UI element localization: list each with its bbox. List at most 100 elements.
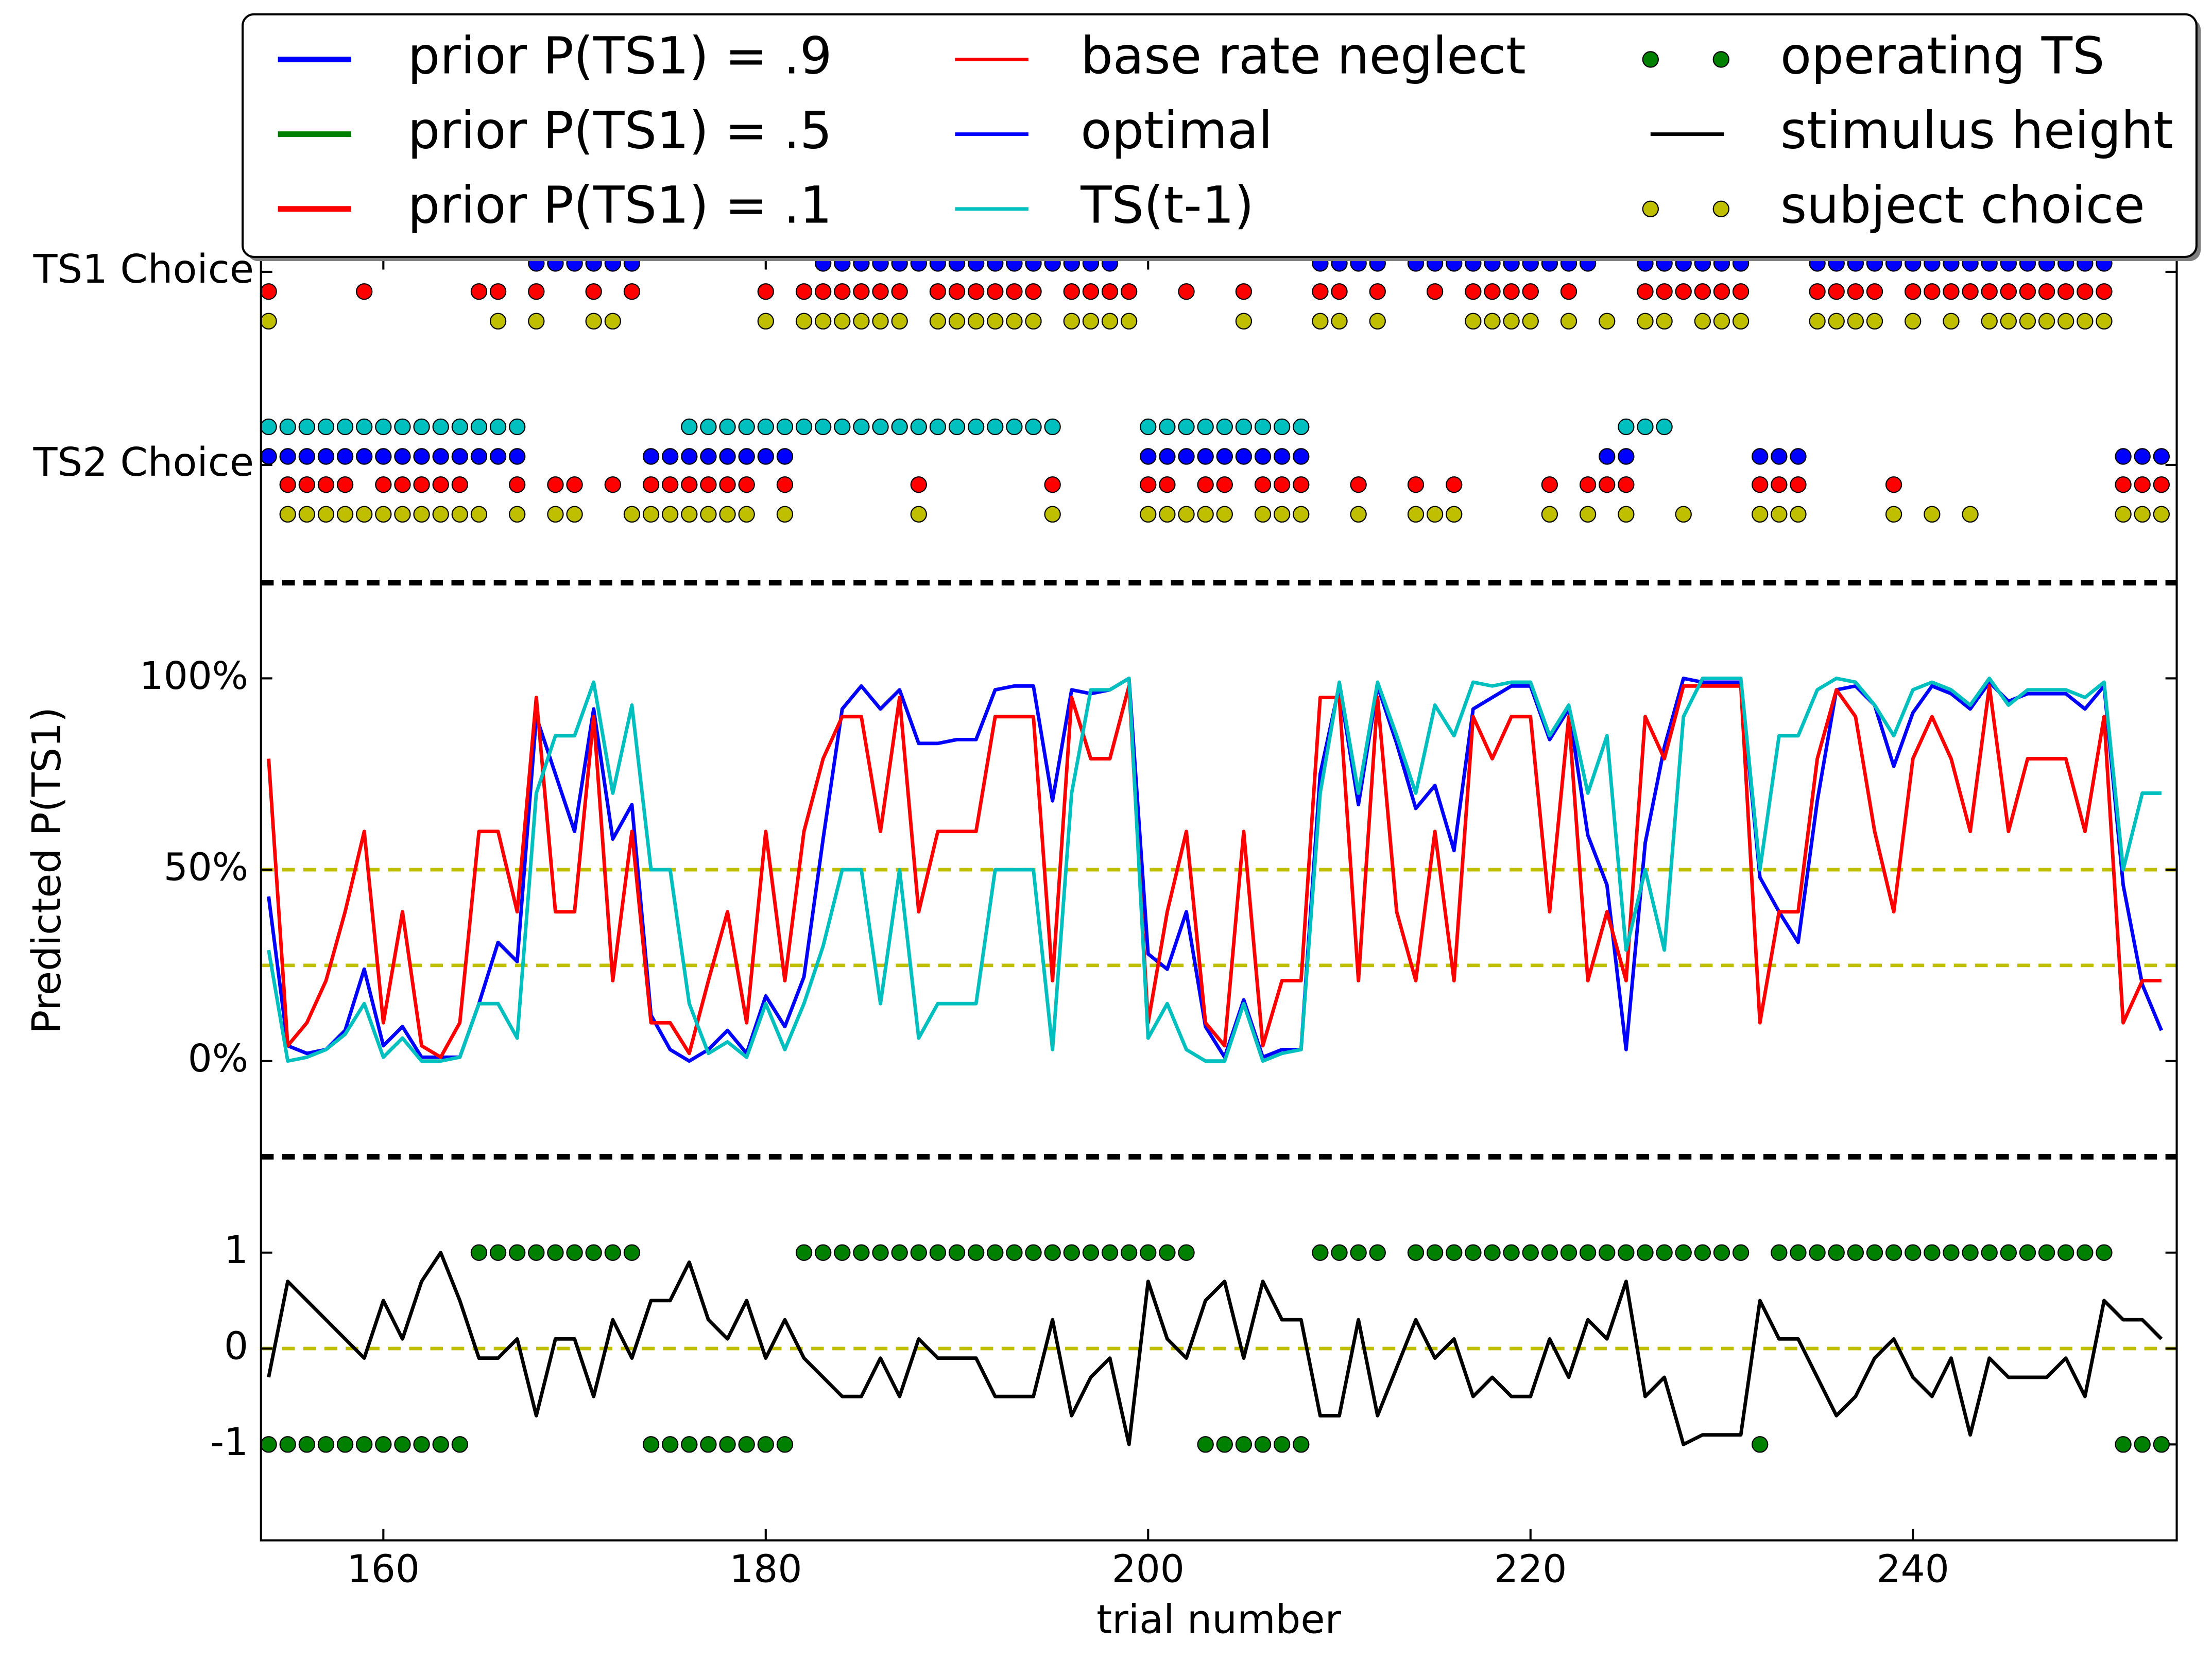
dot: [719, 506, 736, 523]
line: [267, 677, 2162, 1063]
dot: [1637, 283, 1654, 300]
dot: [853, 1244, 870, 1261]
dot: [432, 448, 449, 465]
dot: [2115, 448, 2132, 465]
dot: [509, 418, 526, 436]
dot: [1140, 448, 1157, 465]
dot: [1618, 476, 1635, 493]
dot: [1713, 1244, 1730, 1261]
dot: [1924, 506, 1941, 523]
dot: [2000, 313, 2017, 330]
dot: [1044, 418, 1061, 436]
dot: [872, 1244, 889, 1261]
dot: [547, 506, 564, 523]
dot: [1599, 313, 1616, 330]
dot: [642, 476, 660, 493]
dot: [1503, 283, 1520, 300]
dot: [1350, 476, 1367, 493]
x-tick-label: 240: [1877, 1547, 1949, 1591]
dot: [1809, 283, 1826, 300]
dot: [1599, 448, 1616, 465]
dot: [968, 1244, 985, 1261]
dot: [1235, 448, 1253, 465]
line: [267, 1251, 2163, 1446]
dot: [1312, 1244, 1329, 1261]
dot: [681, 418, 698, 436]
line: [267, 677, 2163, 1063]
dot: [910, 1244, 927, 1261]
dot: [1866, 283, 1883, 300]
dot: [1159, 506, 1176, 523]
dot: [872, 283, 889, 300]
dot: [910, 506, 927, 523]
dot: [1006, 283, 1023, 300]
dot: [375, 506, 392, 523]
dot: [1235, 1436, 1253, 1453]
x-axis-title: trial number: [1096, 1597, 1341, 1643]
dot: [1484, 283, 1501, 300]
dot: [1178, 448, 1195, 465]
dot: [375, 476, 392, 493]
dot: [1197, 1436, 1214, 1453]
dot: [719, 476, 736, 493]
dot: [413, 448, 430, 465]
dot: [260, 448, 277, 465]
dot: [1140, 476, 1157, 493]
dot: [891, 283, 908, 300]
dot: [2077, 313, 2094, 330]
dot: [1293, 448, 1310, 465]
dot: [1350, 1244, 1367, 1261]
dot: [1560, 283, 1577, 300]
dot: [489, 1244, 507, 1261]
dot: [929, 418, 947, 436]
dot: [815, 313, 832, 330]
dot: [1101, 1244, 1119, 1261]
dot: [757, 418, 774, 436]
dot: [1771, 506, 1788, 523]
dot: [432, 506, 449, 523]
dot: [2153, 476, 2170, 493]
dot: [489, 283, 507, 300]
dot: [375, 448, 392, 465]
dot: [509, 1244, 526, 1261]
dot: [298, 448, 316, 465]
dot: [356, 418, 373, 436]
dot: [2096, 313, 2113, 330]
dot: [948, 283, 966, 300]
dot: [375, 1436, 392, 1453]
dot: [394, 418, 411, 436]
dot: [662, 448, 679, 465]
dot: [1101, 283, 1119, 300]
dot: [623, 283, 641, 300]
legend-label: prior P(TS1) = .5: [408, 101, 832, 160]
dot: [1082, 313, 1100, 330]
dot: [700, 476, 717, 493]
dot: [2019, 1244, 2036, 1261]
dot: [1178, 1244, 1195, 1261]
dot: [757, 1436, 774, 1453]
y-tick-label: 0%: [188, 1036, 248, 1081]
dot: [776, 476, 794, 493]
dot: [776, 418, 794, 436]
dot: [681, 448, 698, 465]
dot: [1522, 313, 1539, 330]
dot: [566, 506, 583, 523]
dot: [1426, 1244, 1444, 1261]
dot: [1618, 1244, 1635, 1261]
dot: [1101, 313, 1119, 330]
y-tick-label: 1: [224, 1228, 248, 1272]
dot: [2057, 283, 2074, 300]
dot: [1885, 476, 1902, 493]
dot: [987, 313, 1004, 330]
dot: [317, 506, 335, 523]
dot: [1656, 283, 1673, 300]
dot: [336, 448, 354, 465]
dot: [910, 476, 927, 493]
legend-label: operating TS: [1780, 26, 2105, 85]
dot: [1159, 448, 1176, 465]
dot: [1809, 313, 1826, 330]
dot: [260, 1436, 277, 1453]
dot: [585, 283, 602, 300]
dot: [451, 418, 468, 436]
